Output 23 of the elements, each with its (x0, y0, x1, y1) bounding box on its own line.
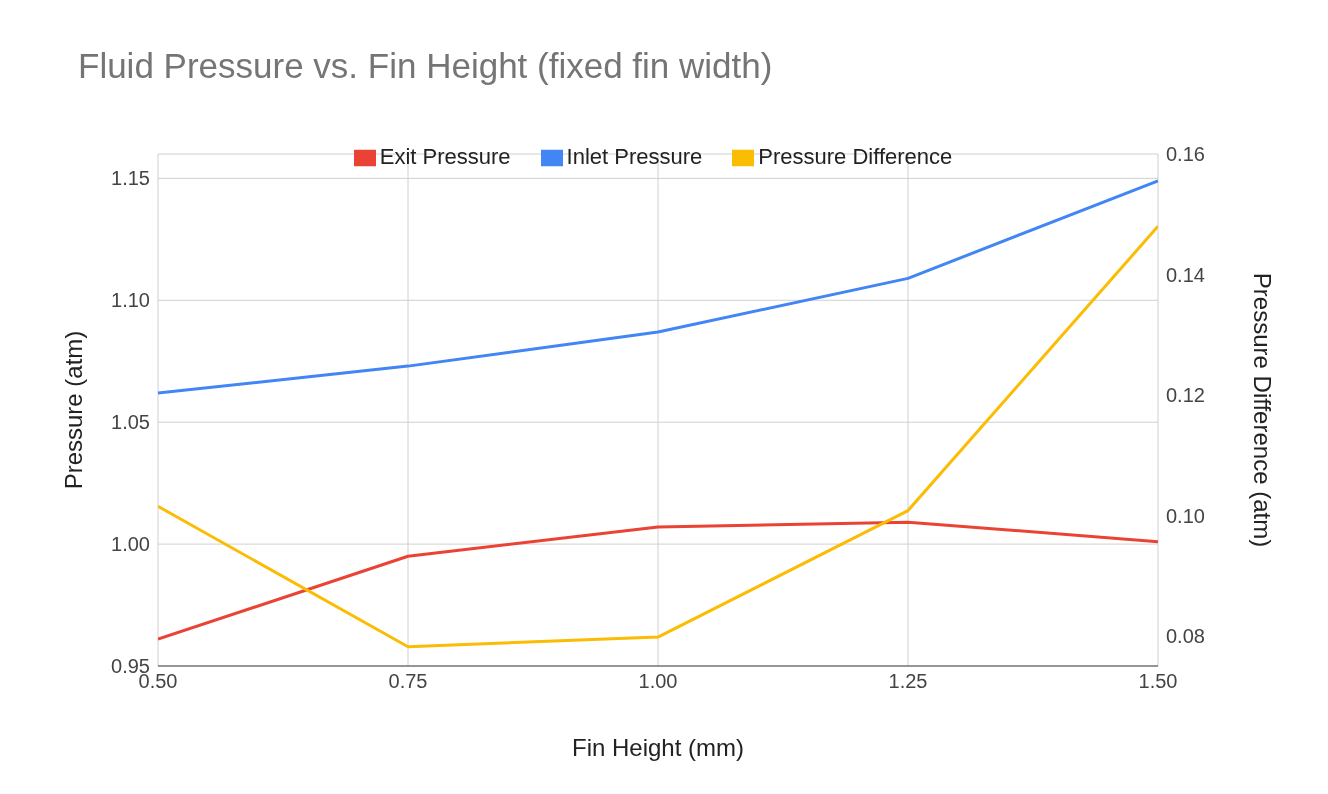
line-series (158, 224, 1158, 649)
x-tick-label: 1.50 (1138, 670, 1178, 693)
y2-tick-label: 0.16 (1166, 143, 1205, 166)
y2-tick-label: 0.10 (1166, 504, 1205, 527)
x-tick-label: 1.25 (888, 670, 928, 693)
x-tick-label: 1.00 (638, 670, 678, 693)
x-axis-title: Fin Height (mm) (571, 734, 745, 761)
chart-title: Fluid Pressure vs. Fin Height (fixed fin width) (78, 46, 773, 86)
legend-label: Inlet Pressure (566, 144, 703, 169)
y-tick-label: 1.10 (111, 289, 150, 312)
line-series (158, 520, 1158, 641)
y-tick-label: 1.00 (111, 533, 150, 556)
y-tick-label: 1.15 (111, 167, 150, 190)
y-tick-label: 1.05 (111, 411, 150, 434)
y2-axis-title: Pressure Difference (atm) (1249, 272, 1277, 548)
legend-label: Pressure Difference (758, 144, 953, 169)
y-axis-title: Pressure (atm) (59, 330, 87, 490)
line-series (158, 179, 1158, 395)
x-tick-label: 0.75 (388, 670, 428, 693)
legend-label: Exit Pressure (379, 144, 511, 169)
y2-tick-label: 0.08 (1166, 624, 1205, 647)
y2-tick-label: 0.12 (1166, 384, 1205, 407)
y2-tick-label: 0.14 (1166, 263, 1205, 286)
